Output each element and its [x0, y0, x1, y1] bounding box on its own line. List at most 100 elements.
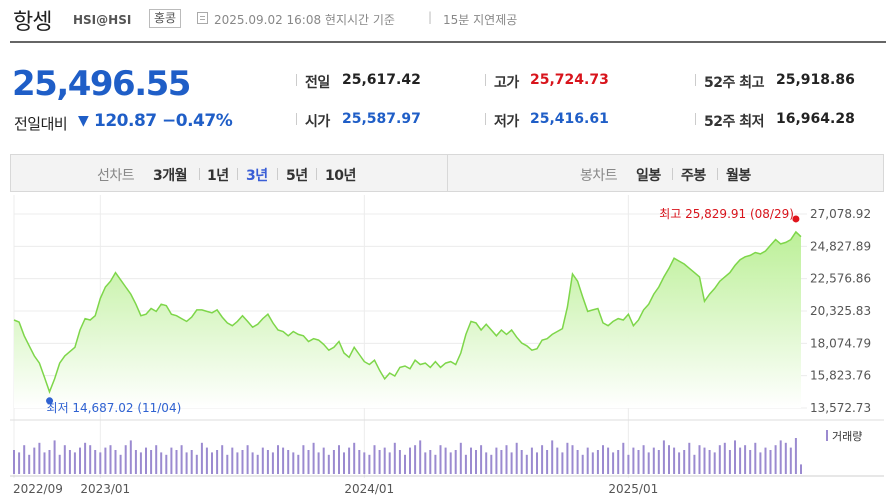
wk52-low-label: 52주 최저: [704, 114, 765, 130]
volume-bar: [18, 452, 21, 474]
volume-bar: [231, 447, 234, 474]
volume-bar: [414, 445, 417, 474]
volume-bar: [647, 452, 650, 474]
volume-bar: [475, 450, 477, 474]
volume-bar: [211, 452, 213, 474]
volume-bar: [744, 445, 747, 474]
volume-bar: [307, 450, 310, 474]
volume-bar: [779, 440, 782, 474]
header-divider: [10, 41, 886, 43]
y-tick-label: 15,823.76: [810, 369, 871, 383]
volume-bar: [561, 452, 564, 474]
x-tick-label: 2024/01: [344, 482, 394, 496]
volume-bar: [739, 447, 742, 474]
volume-bar: [622, 442, 625, 474]
volume-legend-swatch: [826, 430, 828, 441]
volume-bar: [327, 454, 330, 474]
volume-bar: [170, 447, 173, 474]
delay-notice: 15분 지연제공: [443, 13, 518, 27]
volume-bar: [322, 447, 325, 474]
volume-bar: [302, 445, 305, 474]
tab-1year[interactable]: 1년: [207, 168, 229, 184]
volume-bar: [180, 445, 183, 474]
y-tick-label: 18,074.79: [810, 336, 871, 350]
volume-bar: [353, 442, 356, 474]
volume-bar: [708, 450, 711, 474]
volume-bar: [251, 452, 254, 474]
volume-bar: [48, 450, 51, 474]
volume-bar: [688, 442, 691, 474]
tab-separator: [237, 168, 238, 180]
index-title: 항셍: [13, 10, 52, 35]
volume-bar: [134, 450, 137, 474]
volume-bar: [114, 450, 117, 474]
volume-bar: [271, 452, 274, 474]
stat-divider: [695, 74, 696, 86]
volume-bar: [38, 442, 41, 474]
tab-10years[interactable]: 10년: [325, 168, 356, 184]
volume-bar: [764, 447, 767, 474]
volume-bar: [454, 450, 457, 474]
volume-bar: [33, 447, 36, 474]
volume-bar: [530, 447, 533, 474]
volume-bar: [759, 452, 762, 474]
volume-bar: [185, 452, 188, 474]
volume-bar: [495, 447, 498, 474]
open-value: 25,587.97: [342, 111, 421, 127]
volume-bar: [124, 445, 127, 474]
volume-bar: [718, 445, 721, 474]
volume-bar: [388, 452, 391, 474]
volume-bar: [409, 447, 411, 474]
volume-bar: [459, 442, 462, 474]
tab-weekly[interactable]: 주봉: [681, 168, 706, 184]
volume-bar: [368, 454, 371, 474]
volume-bar: [546, 450, 549, 474]
volume-bar: [28, 454, 31, 474]
volume-bar: [734, 440, 736, 474]
tab-3years[interactable]: 3년: [246, 168, 268, 184]
tab-monthly[interactable]: 월봉: [726, 168, 751, 184]
volume-bar: [287, 450, 290, 474]
volume-bar: [358, 450, 361, 474]
volume-bar: [363, 452, 366, 474]
volume-bar: [749, 450, 752, 474]
tab-daily[interactable]: 일봉: [636, 168, 661, 184]
volume-bar: [505, 445, 508, 474]
index-code: HSI@HSI: [73, 13, 132, 27]
volume-bar: [541, 445, 544, 474]
volume-bar: [728, 450, 731, 474]
tab-5years[interactable]: 5년: [286, 168, 308, 184]
change-percent: −0.47%: [162, 111, 233, 131]
volume-bar: [343, 452, 345, 474]
volume-bar: [769, 450, 772, 474]
volume-bar: [591, 452, 594, 474]
volume-bar: [794, 438, 797, 474]
tab-separator: [672, 168, 673, 180]
volume-bar: [713, 452, 716, 474]
market-badge: 홍콩: [149, 9, 182, 28]
volume-bar: [205, 447, 208, 474]
volume-bar: [429, 450, 432, 474]
volume-bar: [536, 452, 538, 474]
volume-bar: [602, 445, 604, 474]
volume-bar: [94, 450, 97, 474]
volume-bar: [104, 447, 107, 474]
volume-bar: [236, 452, 239, 474]
volume-bar: [668, 445, 670, 474]
volume-bar: [160, 452, 163, 474]
volume-bar: [470, 447, 472, 474]
volume-bar: [500, 450, 503, 474]
volume-bar: [119, 454, 122, 474]
volume-bar: [520, 450, 523, 474]
volume-bar: [693, 454, 696, 474]
volume-bar: [221, 445, 224, 474]
volume-bar: [485, 452, 488, 474]
volume-bar: [480, 445, 483, 474]
volume-bar: [99, 452, 102, 474]
volume-bar: [607, 447, 610, 474]
tab-bar-divider: [447, 155, 448, 191]
volume-bar: [348, 447, 351, 474]
volume-bar: [632, 447, 635, 474]
tab-3months[interactable]: 3개월: [153, 168, 188, 184]
volume-bar: [261, 447, 264, 474]
